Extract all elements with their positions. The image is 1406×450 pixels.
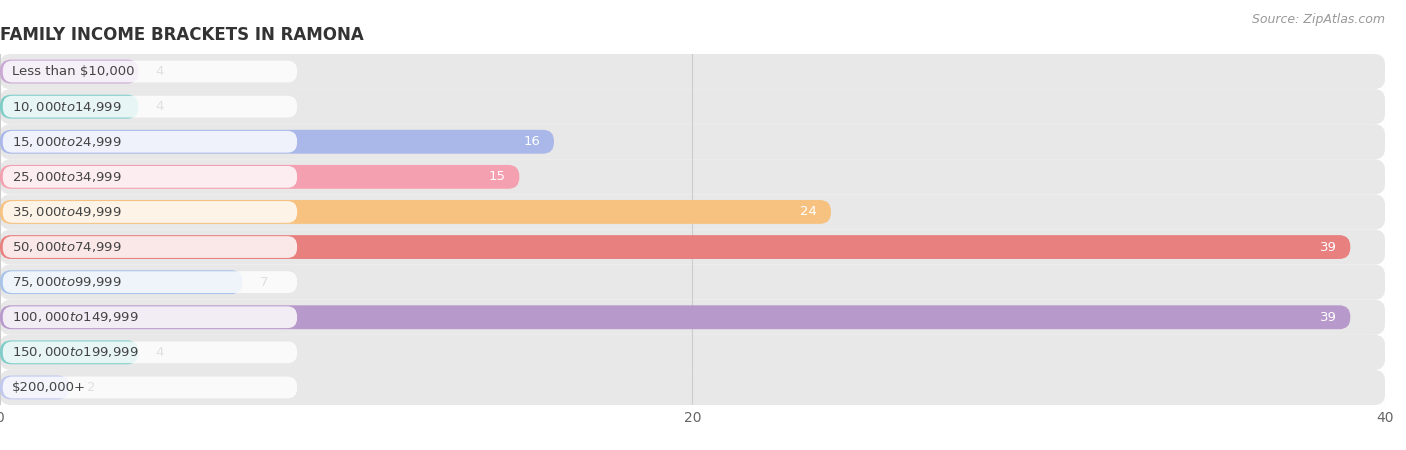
FancyBboxPatch shape (0, 159, 1385, 194)
FancyBboxPatch shape (0, 54, 1385, 89)
FancyBboxPatch shape (0, 340, 139, 364)
Text: FAMILY INCOME BRACKETS IN RAMONA: FAMILY INCOME BRACKETS IN RAMONA (0, 26, 364, 44)
Text: $25,000 to $34,999: $25,000 to $34,999 (13, 170, 122, 184)
FancyBboxPatch shape (0, 300, 1385, 335)
FancyBboxPatch shape (0, 200, 831, 224)
FancyBboxPatch shape (3, 166, 297, 188)
Text: 24: 24 (800, 206, 817, 218)
FancyBboxPatch shape (3, 96, 297, 117)
FancyBboxPatch shape (3, 377, 297, 398)
FancyBboxPatch shape (0, 124, 1385, 159)
FancyBboxPatch shape (0, 265, 1385, 300)
Text: 4: 4 (156, 100, 165, 113)
Text: $75,000 to $99,999: $75,000 to $99,999 (13, 275, 122, 289)
FancyBboxPatch shape (0, 230, 1385, 265)
FancyBboxPatch shape (0, 305, 1350, 329)
Text: $15,000 to $24,999: $15,000 to $24,999 (13, 135, 122, 149)
FancyBboxPatch shape (0, 130, 554, 154)
Text: 39: 39 (1320, 241, 1337, 253)
Text: 7: 7 (260, 276, 269, 288)
FancyBboxPatch shape (3, 271, 297, 293)
FancyBboxPatch shape (0, 165, 519, 189)
FancyBboxPatch shape (3, 131, 297, 153)
Text: $200,000+: $200,000+ (13, 381, 86, 394)
Text: 15: 15 (488, 171, 506, 183)
Text: $100,000 to $149,999: $100,000 to $149,999 (13, 310, 139, 324)
FancyBboxPatch shape (0, 235, 1350, 259)
Text: $10,000 to $14,999: $10,000 to $14,999 (13, 99, 122, 114)
FancyBboxPatch shape (3, 342, 297, 363)
FancyBboxPatch shape (0, 59, 139, 84)
FancyBboxPatch shape (0, 335, 1385, 370)
Text: 4: 4 (156, 65, 165, 78)
Text: 39: 39 (1320, 311, 1337, 324)
FancyBboxPatch shape (3, 306, 297, 328)
Text: Source: ZipAtlas.com: Source: ZipAtlas.com (1251, 14, 1385, 27)
Text: 2: 2 (87, 381, 96, 394)
FancyBboxPatch shape (0, 94, 139, 119)
Text: 4: 4 (156, 346, 165, 359)
Text: $35,000 to $49,999: $35,000 to $49,999 (13, 205, 122, 219)
Text: $150,000 to $199,999: $150,000 to $199,999 (13, 345, 139, 360)
FancyBboxPatch shape (0, 375, 69, 400)
FancyBboxPatch shape (3, 236, 297, 258)
FancyBboxPatch shape (0, 194, 1385, 230)
Text: 16: 16 (523, 135, 540, 148)
FancyBboxPatch shape (3, 61, 297, 82)
Text: Less than $10,000: Less than $10,000 (13, 65, 135, 78)
FancyBboxPatch shape (3, 201, 297, 223)
FancyBboxPatch shape (0, 370, 1385, 405)
FancyBboxPatch shape (0, 89, 1385, 124)
Text: $50,000 to $74,999: $50,000 to $74,999 (13, 240, 122, 254)
FancyBboxPatch shape (0, 270, 242, 294)
